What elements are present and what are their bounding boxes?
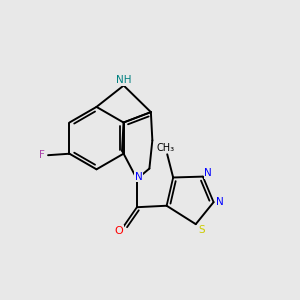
Text: CH₃: CH₃ <box>157 143 175 153</box>
Text: S: S <box>198 224 205 235</box>
Text: N: N <box>134 172 142 182</box>
Text: N: N <box>216 196 224 207</box>
Text: F: F <box>39 150 44 160</box>
Text: N: N <box>204 168 212 178</box>
Text: NH: NH <box>116 75 131 85</box>
Text: O: O <box>115 226 123 236</box>
